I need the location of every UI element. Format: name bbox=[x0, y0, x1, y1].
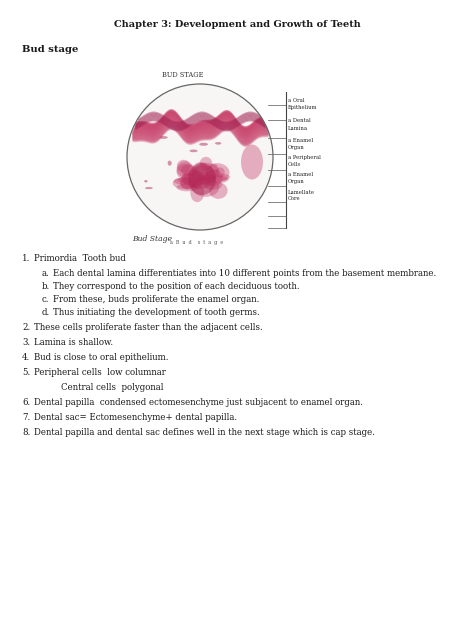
Ellipse shape bbox=[145, 187, 153, 189]
Ellipse shape bbox=[173, 178, 191, 185]
Ellipse shape bbox=[180, 173, 197, 190]
Text: Bud is close to oral epithelium.: Bud is close to oral epithelium. bbox=[34, 353, 168, 362]
Ellipse shape bbox=[203, 176, 228, 183]
Text: 4.: 4. bbox=[22, 353, 30, 362]
Text: Bud Stage: Bud Stage bbox=[132, 235, 172, 243]
Text: c.: c. bbox=[42, 295, 49, 304]
Text: Thus initiating the development of tooth germs.: Thus initiating the development of tooth… bbox=[53, 308, 260, 317]
Text: a.: a. bbox=[42, 269, 50, 278]
Text: Core: Core bbox=[288, 197, 301, 202]
Ellipse shape bbox=[212, 174, 230, 181]
Circle shape bbox=[127, 84, 273, 230]
Ellipse shape bbox=[205, 169, 222, 186]
Text: Organ: Organ bbox=[288, 145, 305, 150]
Text: BUD STAGE: BUD STAGE bbox=[162, 71, 203, 79]
Text: d.: d. bbox=[42, 308, 50, 317]
Ellipse shape bbox=[177, 177, 204, 183]
Text: Dental sac= Ectomesenchyme+ dental papilla.: Dental sac= Ectomesenchyme+ dental papil… bbox=[34, 413, 237, 422]
Ellipse shape bbox=[206, 163, 229, 182]
Text: Lamina is shallow.: Lamina is shallow. bbox=[34, 338, 113, 347]
Text: 6.: 6. bbox=[22, 398, 30, 407]
Text: Chapter 3: Development and Growth of Teeth: Chapter 3: Development and Growth of Tee… bbox=[114, 20, 360, 29]
Text: 8.: 8. bbox=[22, 428, 30, 437]
Text: a Enamel: a Enamel bbox=[288, 138, 313, 143]
Ellipse shape bbox=[189, 171, 205, 188]
Ellipse shape bbox=[181, 164, 198, 176]
Text: 3.: 3. bbox=[22, 338, 30, 347]
Ellipse shape bbox=[241, 145, 263, 179]
Text: a  B  u  d    s  t  a  g  e: a B u d s t a g e bbox=[170, 240, 223, 245]
Ellipse shape bbox=[190, 178, 210, 189]
Text: Dental papilla  condensed ectomesenchyme just subjacent to enamel organ.: Dental papilla condensed ectomesenchyme … bbox=[34, 398, 363, 407]
Text: These cells proliferate faster than the adjacent cells.: These cells proliferate faster than the … bbox=[34, 323, 263, 332]
Text: Each dental lamina differentiates into 10 different points from the basement mem: Each dental lamina differentiates into 1… bbox=[53, 269, 436, 278]
Text: a Enamel: a Enamel bbox=[288, 173, 313, 178]
Ellipse shape bbox=[194, 162, 218, 179]
Ellipse shape bbox=[192, 162, 209, 181]
Ellipse shape bbox=[180, 179, 195, 189]
Text: b.: b. bbox=[42, 282, 50, 291]
Text: Central cells  polygonal: Central cells polygonal bbox=[61, 383, 164, 392]
Ellipse shape bbox=[216, 167, 225, 178]
Text: Bud stage: Bud stage bbox=[22, 45, 78, 54]
Text: a Oral: a Oral bbox=[288, 99, 305, 104]
Text: 1.: 1. bbox=[22, 254, 30, 263]
Ellipse shape bbox=[191, 166, 216, 185]
Text: From these, buds proliferate the enamel organ.: From these, buds proliferate the enamel … bbox=[53, 295, 259, 304]
Ellipse shape bbox=[168, 161, 172, 166]
Text: They correspond to the position of each deciduous tooth.: They correspond to the position of each … bbox=[53, 282, 300, 291]
Ellipse shape bbox=[209, 183, 228, 199]
Ellipse shape bbox=[176, 164, 195, 179]
Ellipse shape bbox=[203, 179, 222, 190]
Ellipse shape bbox=[209, 164, 219, 179]
Text: a Peripheral: a Peripheral bbox=[288, 155, 321, 161]
Text: Primordia  Tooth bud: Primordia Tooth bud bbox=[34, 254, 126, 263]
Text: Dental papilla and dental sac defines well in the next stage which is cap stage.: Dental papilla and dental sac defines we… bbox=[34, 428, 375, 437]
Ellipse shape bbox=[203, 173, 215, 186]
Ellipse shape bbox=[215, 142, 221, 145]
Ellipse shape bbox=[177, 160, 191, 173]
Text: Epithelium: Epithelium bbox=[288, 106, 318, 111]
Ellipse shape bbox=[182, 170, 203, 187]
Ellipse shape bbox=[188, 163, 216, 195]
Ellipse shape bbox=[177, 161, 193, 178]
Text: Lamina: Lamina bbox=[288, 126, 308, 130]
Text: Cells: Cells bbox=[288, 162, 301, 167]
Ellipse shape bbox=[159, 136, 168, 139]
Text: Peripheral cells  low columnar: Peripheral cells low columnar bbox=[34, 368, 166, 377]
Ellipse shape bbox=[190, 150, 198, 152]
Ellipse shape bbox=[199, 174, 216, 181]
Ellipse shape bbox=[199, 143, 208, 146]
Ellipse shape bbox=[192, 178, 219, 197]
Ellipse shape bbox=[183, 173, 206, 186]
Ellipse shape bbox=[191, 183, 204, 202]
Text: Lamellate: Lamellate bbox=[288, 190, 315, 195]
Text: 2.: 2. bbox=[22, 323, 30, 332]
Ellipse shape bbox=[144, 180, 147, 183]
Text: 7.: 7. bbox=[22, 413, 30, 422]
Ellipse shape bbox=[176, 183, 198, 191]
Ellipse shape bbox=[173, 177, 197, 189]
Text: 5.: 5. bbox=[22, 368, 30, 377]
Text: a Dental: a Dental bbox=[288, 119, 311, 123]
Ellipse shape bbox=[200, 157, 212, 171]
Text: Organ: Organ bbox=[288, 179, 305, 185]
